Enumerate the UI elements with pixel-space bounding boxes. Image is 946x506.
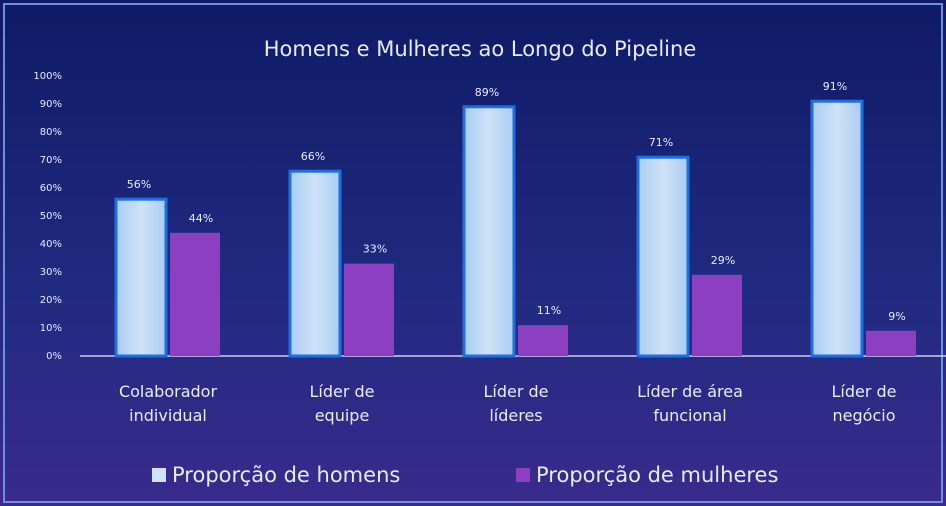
legend-swatch bbox=[152, 468, 166, 482]
legend-label: Proporção de mulheres bbox=[536, 463, 778, 487]
x-tick-label: Líder de negócio bbox=[831, 382, 897, 425]
y-tick-label: 90% bbox=[40, 99, 62, 110]
bar bbox=[866, 330, 916, 356]
x-tick-label: Líder de líderes bbox=[483, 382, 549, 425]
x-tick-label: Líder de área funcional bbox=[637, 382, 743, 425]
data-label: 66% bbox=[301, 150, 325, 163]
bar bbox=[114, 197, 168, 358]
x-tick-label: Colaborador individual bbox=[118, 382, 218, 425]
data-label: 9% bbox=[888, 310, 905, 323]
data-label: 11% bbox=[537, 304, 561, 317]
y-tick-label: 0% bbox=[46, 351, 62, 362]
bar bbox=[518, 325, 568, 356]
y-tick-label: 30% bbox=[40, 267, 62, 278]
chart-title: Homens e Mulheres ao Longo do Pipeline bbox=[264, 37, 697, 61]
legend-swatch bbox=[516, 468, 530, 482]
legend-label: Proporção de homens bbox=[172, 463, 400, 487]
data-label: 56% bbox=[127, 178, 151, 191]
data-label: 91% bbox=[823, 80, 847, 93]
data-label: 44% bbox=[189, 212, 213, 225]
bar bbox=[636, 155, 690, 358]
y-tick-label: 60% bbox=[40, 183, 62, 194]
y-tick-label: 100% bbox=[33, 71, 62, 82]
data-label: 29% bbox=[711, 254, 735, 267]
y-tick-label: 20% bbox=[40, 295, 62, 306]
bar bbox=[462, 105, 516, 358]
data-label: 89% bbox=[475, 86, 499, 99]
y-tick-label: 50% bbox=[40, 211, 62, 222]
y-tick-label: 40% bbox=[40, 239, 62, 250]
x-tick-label: Líder de equipe bbox=[309, 382, 375, 425]
data-label: 71% bbox=[649, 136, 673, 149]
bar bbox=[288, 169, 342, 358]
frame bbox=[3, 3, 943, 503]
y-tick-label: 10% bbox=[40, 323, 62, 334]
bar bbox=[344, 263, 394, 356]
bar bbox=[810, 99, 864, 358]
y-tick-label: 80% bbox=[40, 127, 62, 138]
data-label: 33% bbox=[363, 243, 387, 256]
bar bbox=[692, 274, 742, 356]
bar bbox=[170, 232, 220, 356]
y-tick-label: 70% bbox=[40, 155, 62, 166]
